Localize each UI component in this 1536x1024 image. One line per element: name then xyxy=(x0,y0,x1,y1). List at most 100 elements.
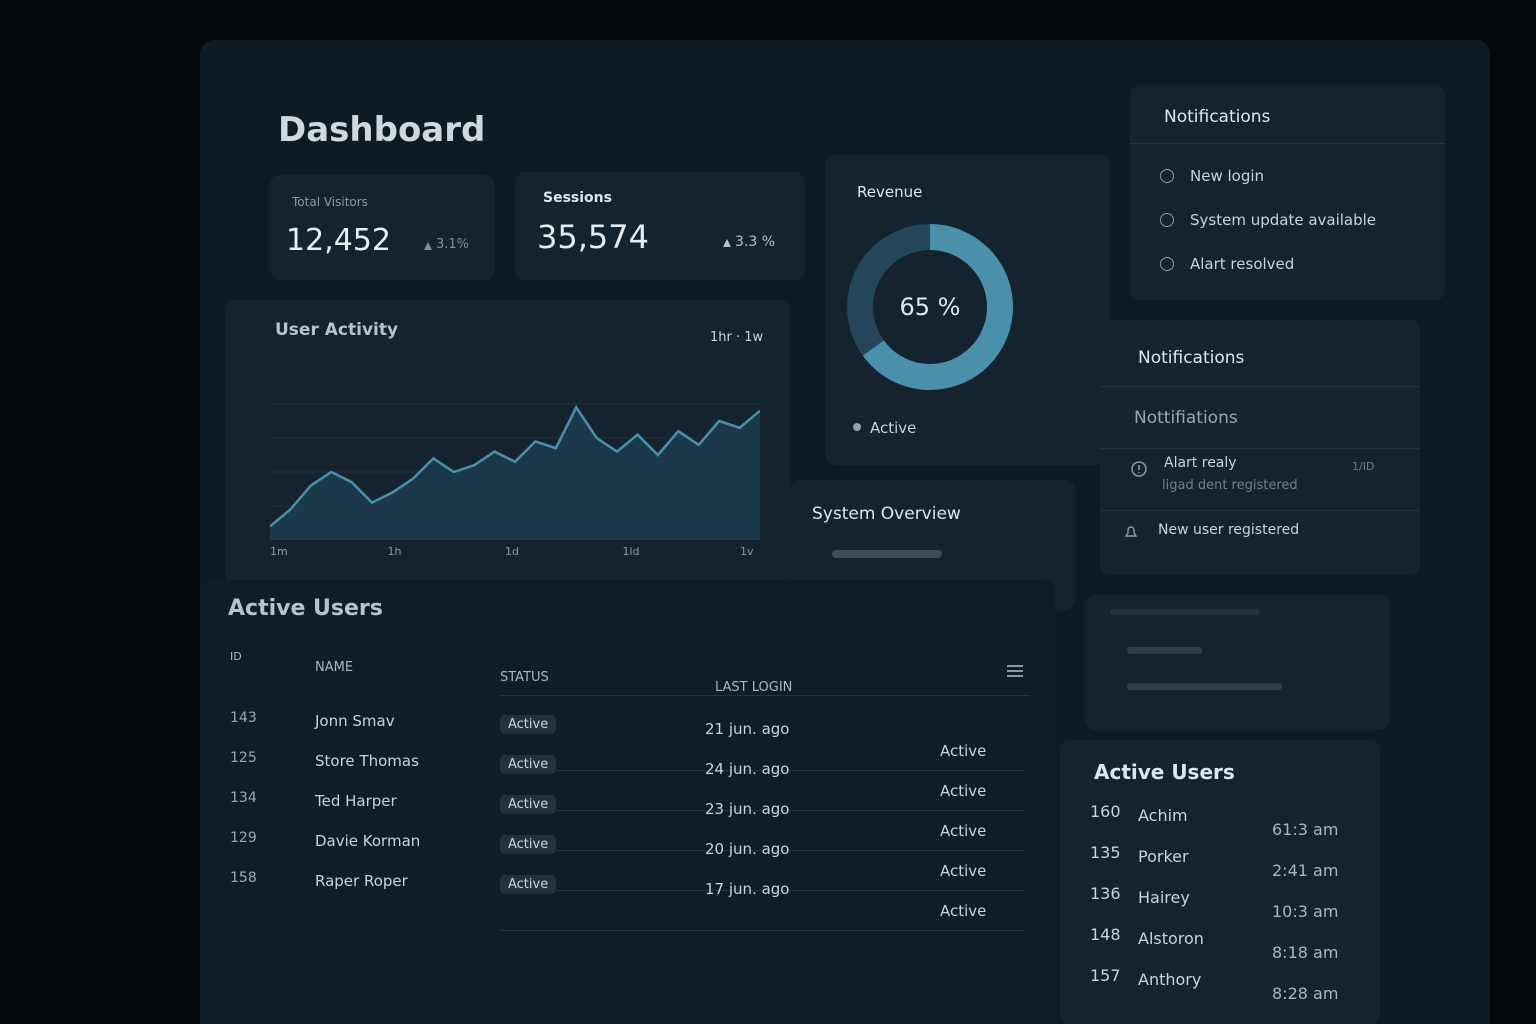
cell-status: Active xyxy=(940,902,987,920)
cell-id: 129 xyxy=(230,830,257,846)
status-pill: Active xyxy=(500,755,557,774)
cell-name: Store Thomas xyxy=(315,752,419,770)
cell-status: Active xyxy=(940,822,987,840)
user-id: 160 xyxy=(1090,802,1121,821)
legend-label: Active xyxy=(870,419,917,437)
status-pill: Active xyxy=(500,795,557,814)
skeleton-bar xyxy=(1127,647,1202,654)
panel-title: Notifications xyxy=(1138,348,1245,368)
panel-title: Notifications xyxy=(1164,107,1271,127)
stat-card: Total Visitors 12,452 3.1% xyxy=(270,175,495,280)
user-activity-panel: User Activity 1hr · 1w 1m 1h 1d 1ld 1v xyxy=(225,300,790,585)
panel-title: Revenue xyxy=(857,183,923,201)
notification-text: Alart resolved xyxy=(1190,255,1295,273)
row-divider xyxy=(500,890,1025,891)
user-time: 8:28 am xyxy=(1272,984,1339,1003)
cell-last-login: 21 jun. ago xyxy=(705,720,790,738)
skeleton-bar xyxy=(1127,683,1282,690)
range-selector[interactable]: 1hr · 1w xyxy=(710,330,764,345)
panel-title: User Activity xyxy=(275,320,399,340)
cell-name: Jonn Smav xyxy=(315,712,395,730)
stat-change: 3.1% xyxy=(436,237,470,252)
column-header: ID xyxy=(230,650,242,663)
panel-title: Active Users xyxy=(1094,760,1235,784)
row-divider xyxy=(500,850,1025,851)
legend-dot xyxy=(853,423,861,431)
stat-change: 3.3 % xyxy=(735,234,776,250)
cell-id: 134 xyxy=(230,790,257,806)
activity-chart xyxy=(270,403,760,540)
skeleton-bar xyxy=(1110,609,1260,615)
activity-area xyxy=(270,407,760,540)
user-name: Achim xyxy=(1138,806,1188,825)
user-name: Anthory xyxy=(1138,970,1202,989)
notifications-panel: Notifications Nottifiations Alart realy … xyxy=(1100,320,1420,575)
page-title: Dashboard xyxy=(278,110,486,150)
stat-label: Total Visitors xyxy=(292,195,368,209)
notification-meta: 1/ID xyxy=(1352,460,1375,473)
notification-icon xyxy=(1160,257,1174,271)
alert-icon xyxy=(1131,461,1147,477)
cell-last-login: 24 jun. ago xyxy=(705,760,790,778)
donut-arc xyxy=(847,224,1013,390)
status-pill: Active xyxy=(500,875,557,894)
active-users-list: Active Users 160 Achim 61:3 am 135 Porker 2:4… xyxy=(1060,740,1380,1024)
notification-text: New login xyxy=(1190,167,1265,185)
progress-bar xyxy=(832,550,942,558)
row-divider xyxy=(500,930,1025,931)
revenue-panel: Revenue 65 % Active xyxy=(825,155,1110,465)
panel-title: Active Users xyxy=(228,596,383,621)
notification-icon xyxy=(1160,213,1174,227)
cell-id: 158 xyxy=(230,870,257,886)
up-arrow xyxy=(424,242,432,250)
notification-detail: ligad dent registered xyxy=(1162,478,1298,493)
notification-icon xyxy=(1160,169,1174,183)
user-id: 135 xyxy=(1090,843,1121,862)
cell-id: 143 xyxy=(230,710,257,726)
user-time: 2:41 am xyxy=(1272,861,1339,880)
user-time: 8:18 am xyxy=(1272,943,1339,962)
up-arrow xyxy=(723,239,731,247)
user-id: 136 xyxy=(1090,884,1121,903)
x-labels: 1m 1h 1d 1ld 1v xyxy=(270,545,760,565)
stat-value: 35,574 xyxy=(537,218,649,256)
cell-last-login: 20 jun. ago xyxy=(705,840,790,858)
menu-icon[interactable] xyxy=(1006,664,1024,678)
cell-name: Raper Roper xyxy=(315,872,408,890)
user-id: 148 xyxy=(1090,925,1121,944)
column-header: STATUS xyxy=(500,670,549,685)
cell-name: Davie Korman xyxy=(315,832,421,850)
active-users-table: Active Users ID NAME STATUS LAST LOGIN 143 Jo… xyxy=(200,580,1055,1024)
stat-label: Sessions xyxy=(543,190,612,206)
cell-last-login: 17 jun. ago xyxy=(705,880,790,898)
x-tick-label: 1d xyxy=(505,545,519,558)
bell-icon xyxy=(1124,526,1138,537)
column-header: NAME xyxy=(315,660,354,675)
user-time: 61:3 am xyxy=(1272,820,1339,839)
user-time: 10:3 am xyxy=(1272,902,1339,921)
screen: Dashboard Total Visitors 12,452 3.1% Ses… xyxy=(200,40,1490,1024)
donut: 65 % xyxy=(847,224,1013,390)
cell-last-login: 23 jun. ago xyxy=(705,800,790,818)
column-header: LAST LOGIN xyxy=(715,680,793,695)
placeholder-panel xyxy=(1085,595,1390,730)
cell-id: 125 xyxy=(230,750,257,766)
status-pill: Active xyxy=(500,715,557,734)
x-tick-label: 1m xyxy=(270,545,288,558)
user-name: Hairey xyxy=(1138,888,1190,907)
cell-name: Ted Harper xyxy=(315,792,397,810)
stat-card: Sessions 35,574 3.3 % xyxy=(515,172,805,280)
section-header[interactable]: Nottifiations xyxy=(1134,408,1238,428)
activity-line xyxy=(270,404,760,528)
row-divider xyxy=(500,810,1025,811)
notifications-panel: Notifications New login System update ava… xyxy=(1130,85,1445,300)
cell-status: Active xyxy=(940,742,987,760)
status-pill: Active xyxy=(500,835,557,854)
cell-status: Active xyxy=(940,862,987,880)
user-name: Alstoron xyxy=(1138,929,1204,948)
x-tick-label: 1ld xyxy=(622,545,640,558)
notification-text: Alart realy xyxy=(1164,455,1237,471)
user-name: Porker xyxy=(1138,847,1189,866)
notification-text: New user registered xyxy=(1158,522,1300,538)
